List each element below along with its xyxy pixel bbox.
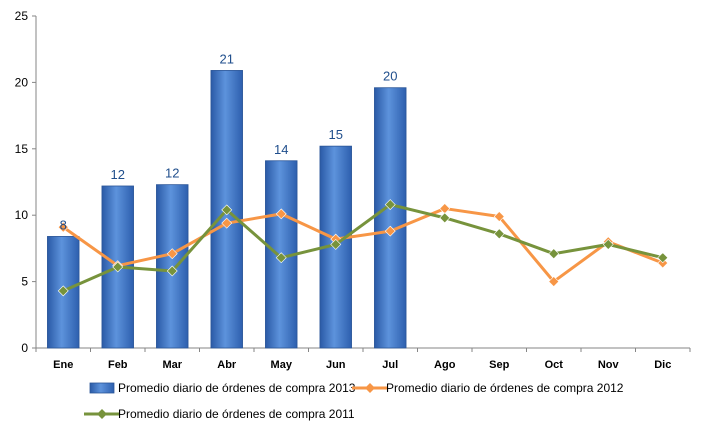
x-tick-label: Ago (434, 359, 456, 371)
data-point (493, 211, 505, 222)
x-tick-label: Nov (598, 359, 620, 371)
data-point (57, 285, 69, 297)
line-series (57, 199, 669, 297)
data-label: 21 (220, 51, 234, 66)
data-point (330, 238, 342, 250)
data-point (275, 252, 287, 264)
data-point (384, 199, 396, 211)
x-tick-label: Mar (162, 359, 182, 371)
data-point (221, 217, 233, 229)
y-tick-label: 5 (21, 275, 28, 289)
y-tick-label: 20 (15, 75, 29, 89)
x-tick-label: Abr (217, 359, 237, 371)
x-tick-label: Ene (53, 359, 73, 371)
x-tick-label: Sep (489, 359, 509, 371)
legend-label: Promedio diario de órdenes de compra 201… (118, 407, 355, 421)
legend-label: Promedio diario de órdenes de compra 201… (118, 381, 356, 395)
bar (374, 87, 407, 349)
data-point (384, 225, 396, 237)
x-tick-label: May (271, 359, 293, 371)
data-point (221, 204, 233, 216)
y-tick-label: 0 (21, 341, 28, 355)
axes: 0 5 10 15 20 25 Ene Feb Mar Abr May Jun Jul Ago Sep Oct… (15, 9, 691, 371)
x-tick-label: Jul (382, 359, 398, 371)
data-label: 12 (165, 166, 179, 181)
legend-marker (97, 409, 107, 419)
data-point (57, 221, 69, 233)
data-label: 15 (329, 127, 343, 142)
data-point (166, 265, 178, 277)
data-label: 14 (274, 142, 288, 157)
x-tick-label: Oct (545, 359, 564, 371)
x-tick-label: Jun (326, 359, 346, 371)
data-label: 20 (383, 69, 397, 84)
data-point (112, 261, 124, 273)
series-line (62, 207, 664, 284)
legend: Promedio diario de órdenes de compra 201… (84, 381, 624, 421)
data-point (602, 238, 614, 250)
data-point (439, 212, 451, 224)
data-point (548, 248, 560, 260)
x-tick-label: Dic (654, 359, 671, 371)
y-tick-label: 25 (15, 9, 29, 23)
legend-label: Promedio diario de órdenes de compra 201… (386, 381, 624, 395)
data-labels: 8 12 12 21 14 15 20 (60, 51, 398, 232)
data-point (275, 208, 287, 220)
data-point (439, 203, 451, 214)
legend-marker (365, 383, 375, 393)
x-tick-label: Feb (108, 359, 128, 371)
legend-swatch (89, 382, 115, 394)
data-label: 8 (60, 217, 67, 232)
y-tick-label: 10 (15, 208, 29, 222)
data-label: 12 (111, 167, 125, 182)
y-tick-label: 15 (15, 142, 29, 156)
data-point (548, 276, 560, 288)
data-point (493, 228, 505, 240)
data-point (657, 252, 669, 264)
series-line (62, 203, 664, 293)
data-point (166, 248, 178, 260)
